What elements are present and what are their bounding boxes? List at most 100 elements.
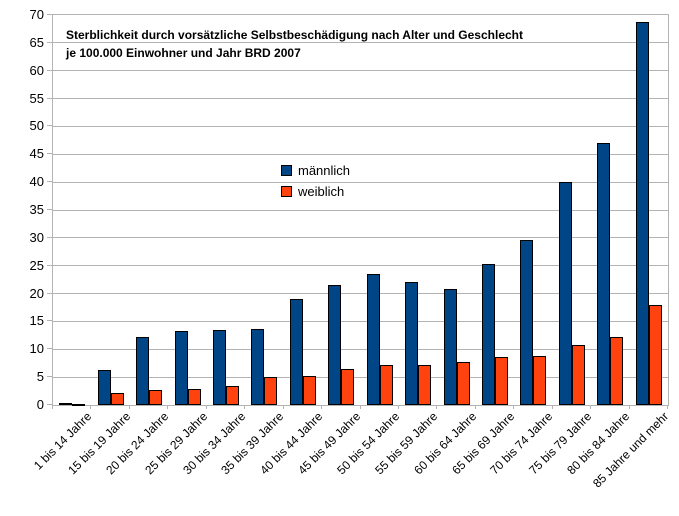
legend-item-weiblich: weiblich [281,181,350,202]
gridline [53,348,668,350]
bar-maennlich [559,182,572,405]
x-axis-tick [244,405,245,409]
bar-weiblich [341,369,354,405]
gridline [53,70,668,72]
y-axis-tick [47,69,52,71]
gridline [53,293,668,295]
x-axis-tick [590,405,591,409]
y-axis-tick [47,236,52,238]
bar-weiblich [457,362,470,405]
y-axis-label: 65 [29,34,44,50]
bar-maennlich [251,329,264,405]
y-axis-tick [47,181,52,183]
x-axis-tick [475,405,476,409]
y-axis-tick [47,209,52,210]
gridline [53,320,668,322]
legend-label-maennlich: männlich [298,163,351,178]
bar-weiblich [188,389,201,405]
bar-maennlich [482,264,495,405]
bar-maennlich [367,274,380,405]
y-axis-tick [47,41,52,43]
x-axis-tick [360,405,361,409]
chart-title-line1: Sterblichkeit durch vorsätzliche Selbstb… [66,28,523,42]
y-axis-label: 50 [29,118,44,134]
x-axis-tick [513,405,514,409]
y-axis-label: 0 [36,397,44,412]
bar-maennlich [136,337,149,405]
y-axis-tick [47,348,52,350]
bar-maennlich [444,289,457,405]
x-axis-tick [629,405,630,409]
bar-weiblich [649,305,662,405]
x-axis-tick [129,405,130,409]
y-axis-tick [47,376,52,378]
bar-maennlich [520,240,533,405]
x-axis-tick [206,405,207,409]
bar-maennlich [175,331,188,405]
legend-item-maennlich: männlich [281,160,350,181]
gridline [53,209,668,211]
gridline [53,265,668,267]
x-axis-tick [167,405,168,409]
x-axis-tick [436,405,437,409]
gridline [53,125,668,127]
chart-title-line2: je 100.000 Einwohner und Jahr BRD 2007 [66,46,301,60]
y-axis-tick [47,97,52,99]
legend: männlich weiblich [281,160,350,202]
y-axis-tick [47,14,52,15]
bar-maennlich [328,285,341,405]
bar-weiblich [226,386,239,405]
y-axis-label: 5 [36,369,44,385]
bar-maennlich [405,282,418,405]
y-axis-label: 35 [29,202,44,217]
y-axis-label: 25 [29,257,44,273]
legend-label-weiblich: weiblich [298,184,345,199]
bar-maennlich [98,370,111,405]
y-axis-label: 45 [29,146,44,162]
x-axis-tick [52,405,53,409]
y-axis-label: 15 [29,313,44,329]
gridline [53,153,668,155]
y-axis-label: 10 [29,341,44,357]
gridline [53,237,668,239]
y-axis-tick [47,292,52,294]
chart-title: Sterblichkeit durch vorsätzliche Selbstb… [66,26,523,62]
gridline [53,181,668,183]
y-axis-label: 40 [29,174,44,190]
x-axis-tick [667,405,668,409]
bar-weiblich [303,376,316,405]
bar-weiblich [111,393,124,405]
y-axis-tick [47,404,52,405]
x-axis-tick [398,405,399,409]
gridline [53,376,668,378]
bar-weiblich [149,390,162,405]
maennlich-swatch-icon [281,165,292,176]
bar-weiblich [572,345,585,405]
y-axis-label: 70 [29,7,44,22]
y-axis-label: 60 [29,62,44,78]
bar-weiblich [533,356,546,405]
y-axis-tick [47,264,52,266]
x-axis-tick [90,405,91,409]
x-axis-tick [283,405,284,409]
y-axis-label: 55 [29,90,44,106]
y-axis-tick [47,320,52,322]
bar-maennlich [290,299,303,405]
bar-maennlich [213,330,226,405]
y-axis-tick [47,125,52,127]
bar-maennlich [597,143,610,405]
x-axis-tick [552,405,553,409]
bar-weiblich [418,365,431,405]
bar-weiblich [495,357,508,405]
bar-weiblich [380,365,393,405]
y-axis-label: 20 [29,285,44,301]
bar-maennlich [636,22,649,405]
y-axis-label: 30 [29,229,44,245]
plot-area [52,14,669,406]
bar-weiblich [610,337,623,405]
gridline [53,98,668,100]
bar-maennlich [59,403,72,405]
weiblich-swatch-icon [281,186,292,197]
y-axis-tick [47,153,52,155]
